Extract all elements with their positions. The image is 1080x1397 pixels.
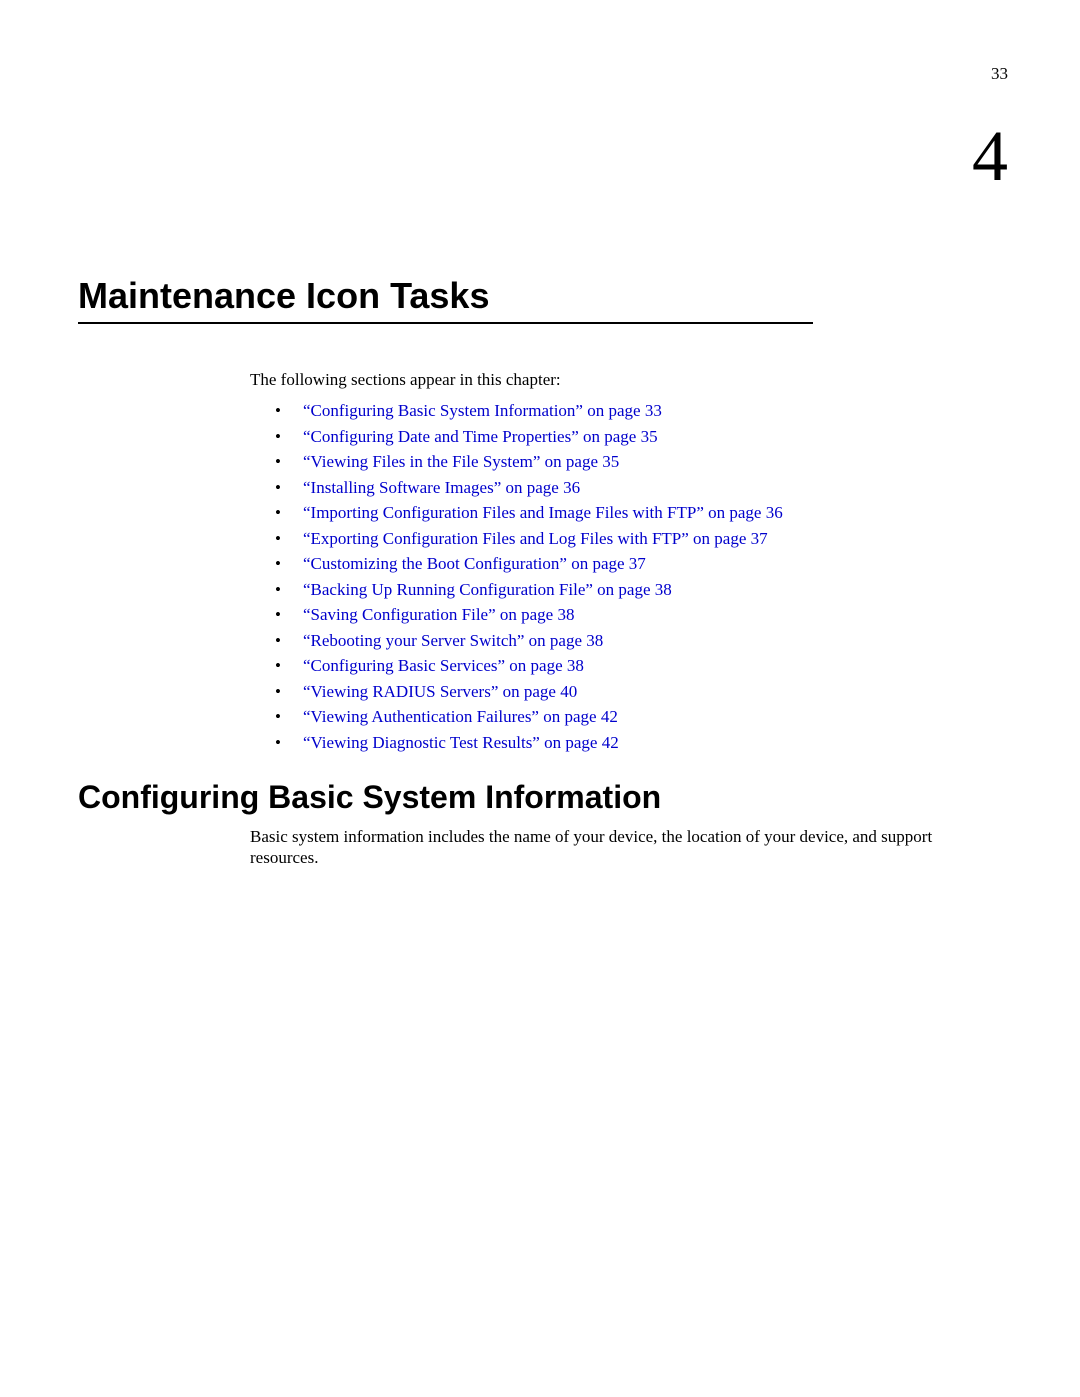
toc-item: “Viewing Authentication Failures” on pag… <box>275 704 783 730</box>
toc-list: “Configuring Basic System Information” o… <box>275 398 783 755</box>
toc-item: “Exporting Configuration Files and Log F… <box>275 526 783 552</box>
toc-link[interactable]: “Customizing the Boot Configuration” on … <box>303 554 646 573</box>
toc-item: “Backing Up Running Configuration File” … <box>275 577 783 603</box>
toc-link[interactable]: “Saving Configuration File” on page 38 <box>303 605 574 624</box>
toc-item: “Saving Configuration File” on page 38 <box>275 602 783 628</box>
toc-link[interactable]: “Importing Configuration Files and Image… <box>303 503 783 522</box>
toc-link[interactable]: “Viewing RADIUS Servers” on page 40 <box>303 682 577 701</box>
toc-link[interactable]: “Configuring Basic System Information” o… <box>303 401 662 420</box>
toc-link[interactable]: “Viewing Files in the File System” on pa… <box>303 452 619 471</box>
toc-link[interactable]: “Configuring Date and Time Properties” o… <box>303 427 658 446</box>
title-rule <box>78 322 813 324</box>
chapter-title: Maintenance Icon Tasks <box>78 275 489 317</box>
toc-item: “Customizing the Boot Configuration” on … <box>275 551 783 577</box>
toc-link[interactable]: “Configuring Basic Services” on page 38 <box>303 656 584 675</box>
toc-item: “Configuring Date and Time Properties” o… <box>275 424 783 450</box>
toc-link[interactable]: “Installing Software Images” on page 36 <box>303 478 580 497</box>
toc-link[interactable]: “Rebooting your Server Switch” on page 3… <box>303 631 603 650</box>
toc-item: “Viewing RADIUS Servers” on page 40 <box>275 679 783 705</box>
toc-link[interactable]: “Backing Up Running Configuration File” … <box>303 580 672 599</box>
intro-text: The following sections appear in this ch… <box>250 370 561 390</box>
toc-link[interactable]: “Viewing Authentication Failures” on pag… <box>303 707 618 726</box>
toc-item: “Installing Software Images” on page 36 <box>275 475 783 501</box>
toc-item: “Rebooting your Server Switch” on page 3… <box>275 628 783 654</box>
section-body: Basic system information includes the na… <box>250 826 1000 868</box>
toc-item: “Configuring Basic Services” on page 38 <box>275 653 783 679</box>
toc-item: “Viewing Diagnostic Test Results” on pag… <box>275 730 783 756</box>
toc-item: “Viewing Files in the File System” on pa… <box>275 449 783 475</box>
page-number: 33 <box>991 64 1008 84</box>
section-heading: Configuring Basic System Information <box>78 779 661 816</box>
toc-item: “Importing Configuration Files and Image… <box>275 500 783 526</box>
toc-link[interactable]: “Viewing Diagnostic Test Results” on pag… <box>303 733 619 752</box>
chapter-number: 4 <box>972 115 1008 198</box>
toc-link[interactable]: “Exporting Configuration Files and Log F… <box>303 529 768 548</box>
toc-item: “Configuring Basic System Information” o… <box>275 398 783 424</box>
